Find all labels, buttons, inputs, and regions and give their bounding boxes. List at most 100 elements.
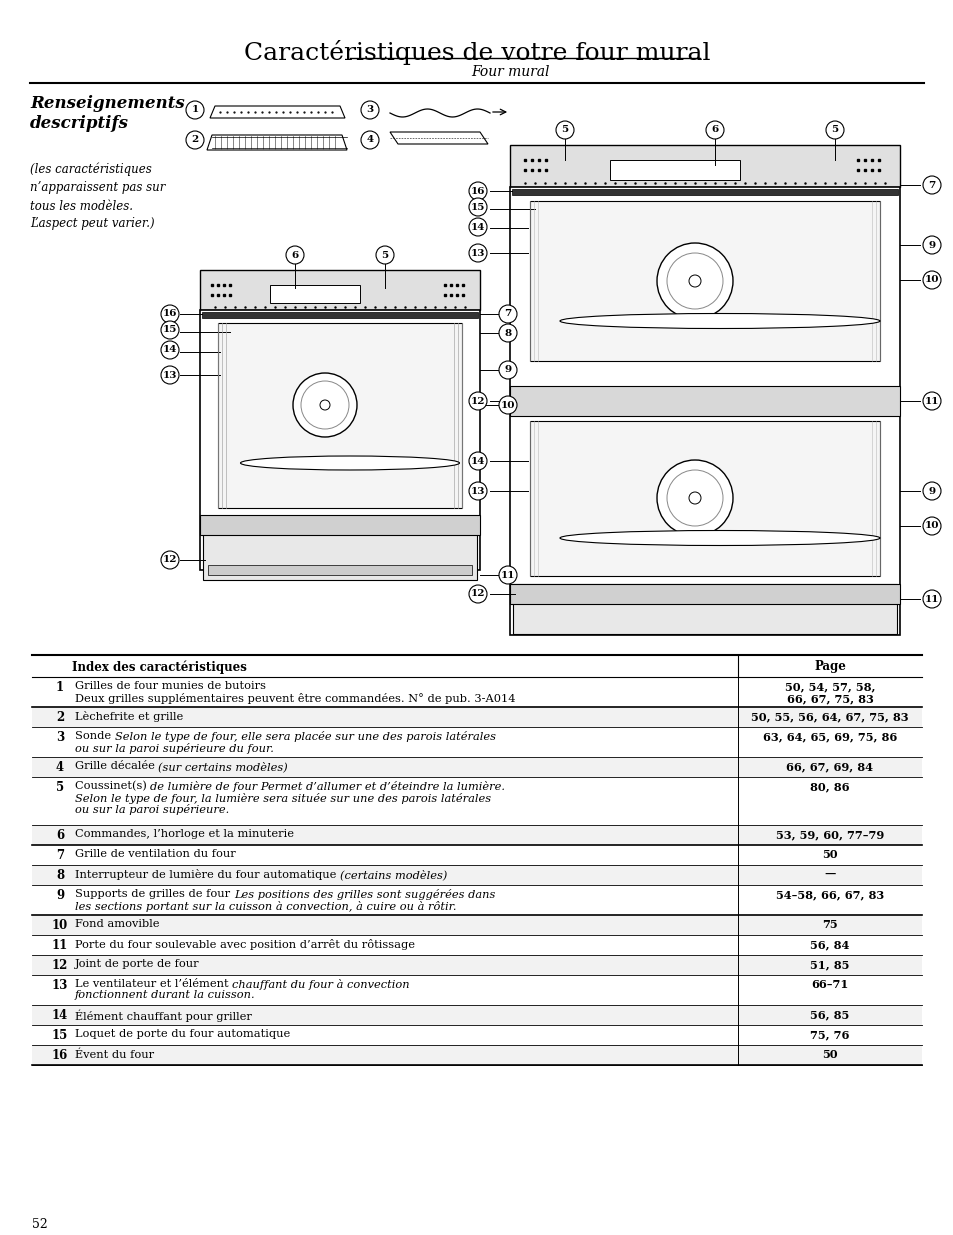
Text: 5: 5 [56, 781, 64, 794]
Text: 10: 10 [923, 275, 939, 284]
Text: Élément chauffant pour griller: Élément chauffant pour griller [75, 1009, 252, 1021]
Bar [32, 825, 921, 845]
Text: 6: 6 [291, 251, 298, 259]
Text: 5: 5 [381, 251, 388, 259]
Text: 1: 1 [192, 105, 198, 115]
Text: ou sur la paroi supérieure du four.: ou sur la paroi supérieure du four. [75, 742, 274, 753]
Text: 11: 11 [923, 396, 939, 405]
Text: fonctionnent durant la cuisson.: fonctionnent durant la cuisson. [75, 990, 255, 1000]
Text: Sonde: Sonde [75, 731, 114, 741]
Text: Caractéristiques de votre four mural: Caractéristiques de votre four mural [244, 40, 709, 65]
Bar [270, 285, 359, 303]
Circle shape [360, 101, 378, 119]
Text: 54–58, 66, 67, 83: 54–58, 66, 67, 83 [775, 889, 883, 900]
Circle shape [688, 492, 700, 504]
Text: de lumière de four Permet d’allumer et d’éteindre la lumière.: de lumière de four Permet d’allumer et d… [151, 781, 505, 792]
Ellipse shape [559, 531, 879, 546]
Text: Renseignements
descriptifs: Renseignements descriptifs [30, 95, 185, 132]
Circle shape [923, 236, 940, 254]
Text: 3: 3 [56, 731, 64, 743]
Text: Page: Page [813, 659, 845, 673]
Text: Selon le type de four, elle sera placée sur une des parois latérales: Selon le type de four, elle sera placée … [114, 731, 496, 742]
Text: 52: 52 [32, 1218, 48, 1231]
Text: 13: 13 [471, 248, 485, 258]
Circle shape [498, 566, 517, 584]
Text: 14: 14 [163, 346, 177, 354]
Bar [530, 421, 879, 576]
Text: 14: 14 [471, 457, 485, 466]
Bar [208, 564, 472, 576]
Text: Grille décalée: Grille décalée [75, 761, 158, 771]
Text: Évent du four: Évent du four [75, 1049, 154, 1060]
Text: Selon le type de four, la lumière sera située sur une des parois latérales: Selon le type de four, la lumière sera s… [75, 793, 491, 804]
Text: Grille de ventilation du four: Grille de ventilation du four [75, 848, 235, 860]
Text: Les positions des grilles sont suggérées dans: Les positions des grilles sont suggérées… [233, 889, 495, 900]
Text: 16: 16 [51, 1049, 68, 1062]
Bar [218, 324, 461, 508]
Text: 50, 55, 56, 64, 67, 75, 83: 50, 55, 56, 64, 67, 75, 83 [750, 711, 908, 722]
Text: 50: 50 [821, 1049, 837, 1060]
Circle shape [923, 177, 940, 194]
Bar [32, 864, 921, 885]
Circle shape [186, 101, 204, 119]
Text: 2: 2 [192, 136, 198, 144]
Bar [32, 757, 921, 777]
Text: Porte du four soulevable avec position d’arrêt du rôtissage: Porte du four soulevable avec position d… [75, 939, 415, 950]
Text: 4: 4 [366, 136, 374, 144]
Text: 66, 67, 69, 84: 66, 67, 69, 84 [785, 761, 873, 772]
Text: 4: 4 [56, 761, 64, 774]
Text: 15: 15 [163, 326, 177, 335]
Text: 63, 64, 65, 69, 75, 86: 63, 64, 65, 69, 75, 86 [762, 731, 896, 742]
Text: Coussinet(s): Coussinet(s) [75, 781, 151, 792]
Circle shape [360, 131, 378, 149]
Text: Index des caractéristiques: Index des caractéristiques [71, 659, 247, 673]
Text: 1: 1 [56, 680, 64, 694]
Circle shape [469, 585, 486, 603]
Text: 11: 11 [500, 571, 515, 579]
Circle shape [375, 246, 394, 264]
Text: 7: 7 [56, 848, 64, 862]
Circle shape [657, 459, 732, 536]
Circle shape [825, 121, 843, 140]
Circle shape [186, 131, 204, 149]
Circle shape [161, 321, 179, 338]
Circle shape [161, 341, 179, 359]
Text: ou sur la paroi supérieure.: ou sur la paroi supérieure. [75, 804, 229, 815]
Text: 11: 11 [923, 594, 939, 604]
Bar [32, 915, 921, 935]
Circle shape [161, 551, 179, 569]
Text: 51, 85: 51, 85 [809, 960, 849, 969]
Bar [200, 515, 479, 535]
Text: 7: 7 [927, 180, 935, 189]
Text: 50: 50 [821, 848, 837, 860]
Bar [32, 1045, 921, 1065]
Text: 8: 8 [504, 329, 511, 337]
Circle shape [498, 305, 517, 324]
Bar [200, 310, 479, 571]
Text: chauffant du four à convection: chauffant du four à convection [232, 979, 410, 990]
Text: les sections portant sur la cuisson à convection, à cuire ou à rôtir.: les sections portant sur la cuisson à co… [75, 900, 456, 911]
Text: 9: 9 [56, 889, 64, 902]
Bar [202, 312, 477, 317]
Text: Loquet de porte du four automatique: Loquet de porte du four automatique [75, 1029, 290, 1039]
Ellipse shape [559, 314, 879, 329]
Circle shape [923, 482, 940, 500]
Circle shape [556, 121, 574, 140]
Circle shape [319, 400, 330, 410]
Bar [510, 387, 899, 416]
Circle shape [666, 471, 722, 526]
Circle shape [923, 270, 940, 289]
Text: 13: 13 [471, 487, 485, 495]
Circle shape [657, 243, 732, 319]
Text: Fond amovible: Fond amovible [75, 919, 159, 929]
Text: 12: 12 [470, 589, 485, 599]
Bar [609, 161, 740, 180]
Polygon shape [207, 135, 347, 149]
Text: 14: 14 [471, 222, 485, 231]
Text: 7: 7 [504, 310, 511, 319]
Circle shape [469, 198, 486, 216]
Text: 9: 9 [504, 366, 511, 374]
Bar [203, 529, 476, 580]
Text: Joint de porte de four: Joint de porte de four [75, 960, 199, 969]
Text: 50, 54, 57, 58,
66, 67, 75, 83: 50, 54, 57, 58, 66, 67, 75, 83 [784, 680, 874, 705]
